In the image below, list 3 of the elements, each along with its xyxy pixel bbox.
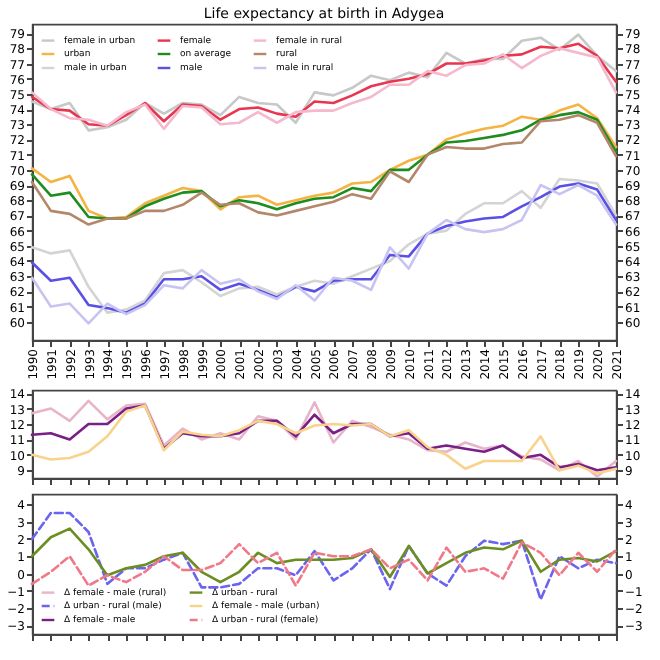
line-series [30, 511, 618, 601]
line-series [30, 527, 618, 584]
line-series [30, 541, 618, 587]
